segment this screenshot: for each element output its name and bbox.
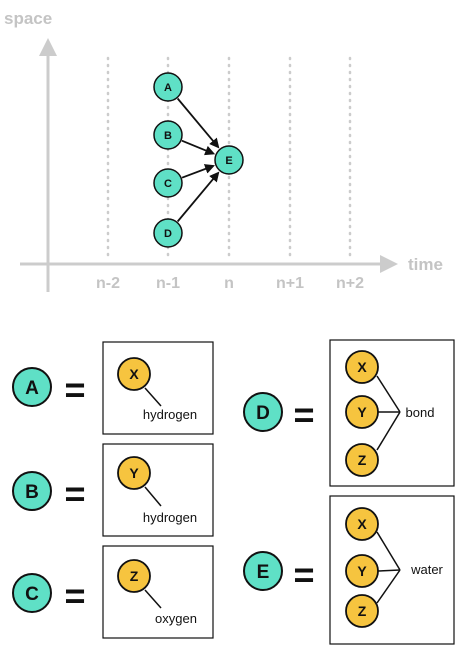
equals-sign: = (293, 394, 314, 435)
atom-circle (345, 443, 379, 477)
bond-line (144, 486, 162, 507)
legend-node-circle (12, 573, 52, 613)
x-axis-arrow-icon (380, 255, 398, 273)
atom-label: Y (357, 563, 367, 579)
node-c: C (153, 168, 183, 198)
tick-label: n+2 (336, 275, 364, 292)
equals-sign: = (64, 473, 85, 514)
node-label: D (164, 228, 172, 240)
node-circle (153, 72, 183, 102)
bond-line (144, 387, 162, 407)
node-label: A (164, 82, 172, 94)
edge-c-e (181, 164, 215, 179)
y-axis-arrow-icon (39, 38, 57, 56)
node-circle (153, 168, 183, 198)
atom-label: Z (130, 568, 139, 584)
molecule-caption: water (410, 562, 443, 577)
bond-line (376, 569, 401, 604)
equals-sign: = (64, 369, 85, 410)
legend-node-circle (243, 392, 283, 432)
edges (176, 97, 220, 223)
tick-labels: n-2 n-1 n n+1 n+2 (96, 275, 364, 292)
molecule-caption: bond (406, 405, 435, 420)
node-label: E (225, 155, 232, 167)
legend-node-circle (12, 471, 52, 511)
node-b: B (153, 120, 183, 150)
node-label: C (164, 178, 172, 190)
tick-label: n (224, 275, 234, 292)
molecule-box (102, 545, 214, 639)
node-label: B (164, 130, 172, 142)
edge-a-e (176, 97, 220, 149)
molecule-box (102, 443, 214, 537)
equals-sign: = (64, 575, 85, 616)
atom-circle (117, 559, 151, 593)
atom-label: X (129, 366, 139, 382)
legend-node-label: E (257, 562, 270, 583)
legend-node-label: D (256, 403, 270, 424)
atom-label: X (357, 359, 367, 375)
legend-node-label: A (25, 378, 39, 399)
legend-node-label: C (25, 584, 39, 605)
timeline: space time n-2 n-1 n n+1 n+2 A B C D E (4, 9, 443, 292)
nodes: A B C D E (153, 72, 244, 248)
bond-line (376, 531, 401, 571)
atom-circle (345, 554, 379, 588)
y-axis-label: space (4, 9, 52, 28)
atom-circle (345, 594, 379, 628)
atom-circle (345, 350, 379, 384)
bond-line (144, 589, 162, 609)
bond-line (377, 569, 401, 572)
atom-label: X (357, 516, 367, 532)
node-a: A (153, 72, 183, 102)
legend-node-label: B (25, 482, 39, 503)
molecule-box (102, 341, 214, 435)
equals-sign: = (293, 554, 314, 595)
atom-label: Z (358, 452, 367, 468)
atom-circle (117, 357, 151, 391)
molecule-caption: hydrogen (143, 407, 197, 422)
atom-circle (117, 456, 151, 490)
node-d: D (153, 218, 183, 248)
node-e: E (214, 145, 244, 175)
node-circle (153, 120, 183, 150)
atom-circle (345, 395, 379, 429)
tick-label: n-2 (96, 275, 120, 292)
legend-node-circle (12, 367, 52, 407)
tick-label: n-1 (156, 275, 180, 292)
atom-label: Y (357, 404, 367, 420)
atom-label: Y (129, 465, 139, 481)
bond-line (376, 375, 401, 413)
x-axis-label: time (408, 255, 443, 274)
molecule-caption: oxygen (155, 611, 197, 626)
legend-node-circle (243, 551, 283, 591)
atom-label: Z (358, 603, 367, 619)
bond-line (376, 411, 401, 451)
node-circle (153, 218, 183, 248)
molecule-caption: hydrogen (143, 510, 197, 525)
tick-label: n+1 (276, 275, 304, 292)
edge-b-e (181, 139, 216, 156)
atom-circle (345, 507, 379, 541)
edge-d-e (176, 171, 220, 223)
node-circle (214, 145, 244, 175)
